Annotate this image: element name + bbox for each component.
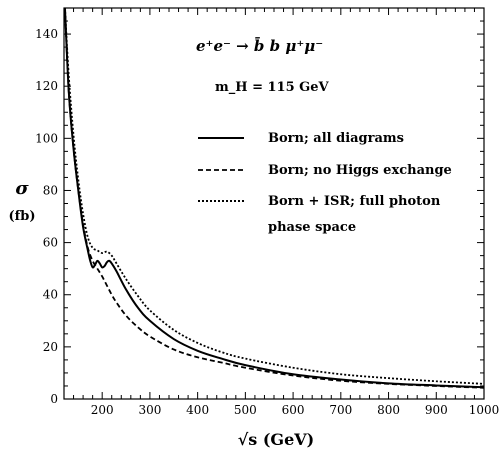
x-tick-label: 700 [329,403,352,417]
x-axis-label: √s (GeV) [238,430,315,449]
x-tick-label: 1000 [469,403,500,417]
y-tick-label: 40 [43,288,58,302]
x-tick-label: 900 [425,403,448,417]
x-tick-label: 200 [91,403,114,417]
data-curves [64,8,484,389]
y-tick-label: 140 [35,27,58,41]
series-line-dashed [64,8,484,389]
higgs-mass-label: m_H = 115 GeV [215,80,330,95]
process-title: e⁺e⁻ → b̄ b μ⁺μ⁻ [196,36,323,55]
x-tick-label: 400 [186,403,209,417]
legend: Born; all diagrams Born; no Higgs exchan… [198,131,452,235]
x-tick-label: 500 [234,403,257,417]
legend-label-born-all: Born; all diagrams [268,131,404,146]
axis-ticks: 200 300 400 500 600 700 800 900 1000 0 20 40 60 80 100… [35,7,500,417]
y-tick-label: 100 [35,131,58,145]
x-tick-label: 600 [282,403,305,417]
y-tick-label: 80 [43,183,58,197]
y-axis-label: σ [15,178,29,199]
y-tick-label: 20 [43,340,58,354]
legend-label-born-isr: Born + ISR; full photon [268,194,441,209]
legend-label-born-no-higgs: Born; no Higgs exchange [268,163,452,178]
y-tick-label: 60 [43,236,58,250]
x-tick-label: 800 [377,403,400,417]
x-tick-label: 300 [138,403,161,417]
y-tick-label: 120 [35,79,58,93]
series-line-dotted [64,8,484,385]
y-axis-unit: (fb) [9,209,36,224]
y-tick-label: 0 [50,392,58,406]
legend-label-born-isr-line2: phase space [268,220,356,235]
